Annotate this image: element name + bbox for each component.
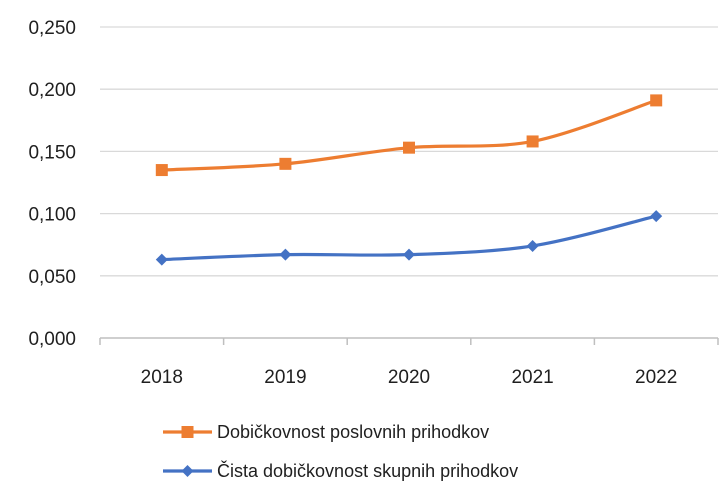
data-point-marker [155,164,168,177]
y-tick-label: 0,200 [28,80,76,101]
x-tick-label: 2020 [388,367,430,388]
x-tick-label: 2018 [141,367,183,388]
data-point-marker [650,94,663,107]
legend-marker [181,426,194,438]
x-tick-label: 2022 [635,367,677,388]
data-point-marker [526,135,539,148]
legend-label: Čista dobičkovnost skupnih prihodkov [217,460,518,481]
legend: Dobičkovnost poslovnih prihodkov Čista do… [163,422,518,481]
series-1 [155,210,663,266]
y-tick-label: 0,050 [28,267,76,288]
y-tick-label: 0,100 [28,205,76,226]
series-group [155,94,663,266]
legend-item: Dobičkovnost poslovnih prihodkov [163,422,489,442]
x-axis-tick-labels: 2018 2019 2020 2021 2022 [141,367,678,388]
data-point-marker [526,239,539,252]
y-tick-label: 0,250 [28,18,76,39]
data-point-marker [403,248,415,261]
data-point-marker [155,253,168,266]
legend-label: Dobičkovnost poslovnih prihodkov [217,422,489,442]
x-axis [99,337,719,345]
legend-item: Čista dobičkovnost skupnih prihodkov [163,460,518,481]
data-point-marker [279,248,292,261]
x-tick-label: 2021 [511,367,553,388]
data-point-marker [279,157,292,170]
data-point-marker [650,210,663,223]
series-0 [155,94,663,177]
legend-marker [181,465,194,477]
y-tick-label: 0,150 [28,142,76,163]
y-tick-label: 0,000 [28,329,76,350]
series-line [160,98,658,172]
x-tick-label: 2019 [264,367,306,388]
data-point-marker [403,141,415,154]
y-axis-tick-labels: 0,000 0,050 0,100 0,150 0,200 0,250 [28,18,76,350]
